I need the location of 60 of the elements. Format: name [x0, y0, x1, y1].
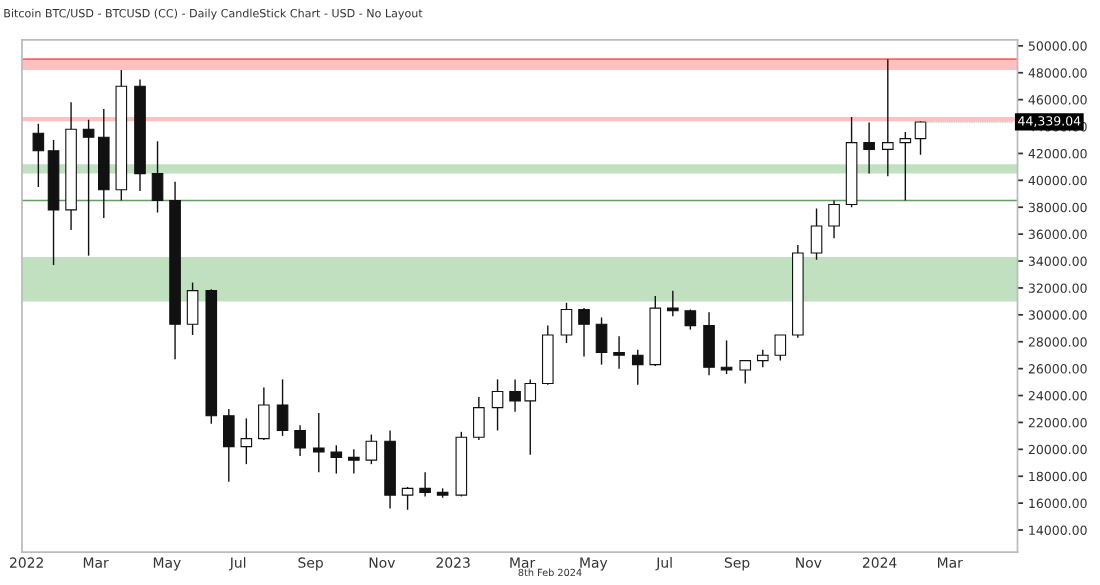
x-tick-label: 2023 [436, 557, 470, 568]
x-tick-label: Sep [298, 557, 323, 571]
text: 8th Feb 2024 [518, 568, 582, 577]
candlestick [509, 378, 521, 413]
candlestick [524, 378, 537, 456]
x-tick-label: May [153, 557, 181, 571]
y-tick-label: 42000.00 [1028, 148, 1087, 159]
candlestick [613, 335, 625, 370]
candlestick [774, 334, 787, 362]
y-tick-label: 16000.00 [1029, 498, 1087, 509]
candlestick [828, 199, 840, 239]
candlestick [631, 349, 644, 386]
y-tick-label: 20000.00 [1028, 444, 1087, 455]
candlestick [419, 471, 431, 498]
candlestick [365, 433, 378, 465]
x-tick-label: Mar [937, 557, 963, 568]
candlestick [240, 417, 253, 465]
y-tick-label: 46000.00 [1028, 95, 1087, 105]
y-tick-label: 34000.00 [1028, 256, 1087, 266]
x-tick-label: Sep [724, 557, 750, 571]
x-tick-label: Nov [796, 557, 822, 568]
x-tick-label: 2022 [10, 557, 43, 568]
candlestick [32, 123, 45, 188]
candlestick [491, 378, 504, 432]
candlestick [578, 307, 590, 358]
candlestick [401, 486, 414, 511]
y-tick-label: 22000.00 [1028, 417, 1087, 428]
x-tick-label: Mar [83, 557, 109, 568]
y-tick-label: 28000.00 [1028, 337, 1087, 347]
candlestick [739, 359, 752, 385]
candlestick [82, 119, 95, 257]
candlestick [348, 448, 360, 475]
candlestick [863, 121, 875, 175]
x-tick-label: Jul [229, 557, 246, 571]
y-tick-label: 26000.00 [1028, 364, 1087, 374]
candlestick [899, 131, 912, 202]
x-tick-label: 2024 [862, 557, 897, 568]
candlestick [330, 444, 343, 475]
y-tick-label: 40000.00 [1028, 175, 1087, 186]
x-tick-label: Nov [369, 557, 396, 568]
y-tick-label: 14000.00 [1029, 525, 1087, 535]
chart-title: Bitcoin BTC/USD - BTCUSD (CC) - Daily CandleStick Chart - USD - No Layout [4, 8, 423, 20]
y-tick-label: 30000.00 [1028, 310, 1087, 320]
x-tick-label: May [580, 557, 608, 571]
y-tick-label: 50000.00 [1028, 41, 1087, 51]
y-tick-label: 36000.00 [1028, 229, 1087, 240]
candlestick [881, 58, 894, 177]
candlestick [294, 424, 306, 457]
y-tick-label: 18000.00 [1029, 471, 1087, 482]
candlestick [914, 120, 927, 156]
x-tick-label: Mar [510, 557, 536, 568]
x-tick-label: Jul [655, 557, 672, 571]
candlestick [312, 412, 325, 473]
y-tick-label: 38000.00 [1028, 202, 1087, 213]
y-tick-label: 24000.00 [1028, 391, 1087, 401]
candlestick [684, 308, 697, 331]
candlestick [667, 289, 679, 317]
y-tick-label: 48000.00 [1028, 68, 1087, 78]
candlestick [720, 339, 733, 375]
y-tick-label: 32000.00 [1028, 283, 1087, 293]
